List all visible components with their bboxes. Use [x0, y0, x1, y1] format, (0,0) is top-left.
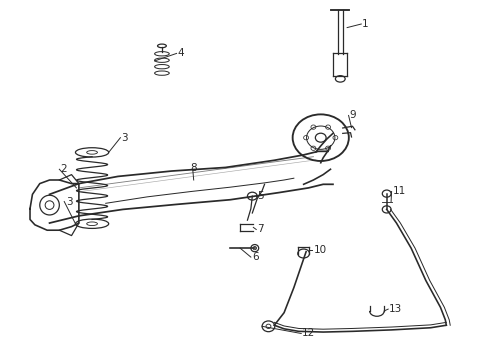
Text: 3: 3	[122, 133, 128, 143]
Text: 9: 9	[349, 110, 356, 120]
Text: 12: 12	[302, 328, 316, 338]
Text: 2: 2	[60, 164, 67, 174]
Text: 6: 6	[252, 252, 258, 262]
Text: 3: 3	[66, 197, 73, 207]
Text: 4: 4	[177, 48, 184, 58]
Text: 11: 11	[392, 186, 406, 197]
Text: 7: 7	[257, 225, 264, 234]
Text: 5: 5	[257, 191, 264, 201]
Text: 10: 10	[314, 245, 326, 255]
Text: 8: 8	[190, 163, 197, 173]
Text: 1: 1	[362, 19, 369, 29]
Text: 13: 13	[389, 304, 402, 314]
